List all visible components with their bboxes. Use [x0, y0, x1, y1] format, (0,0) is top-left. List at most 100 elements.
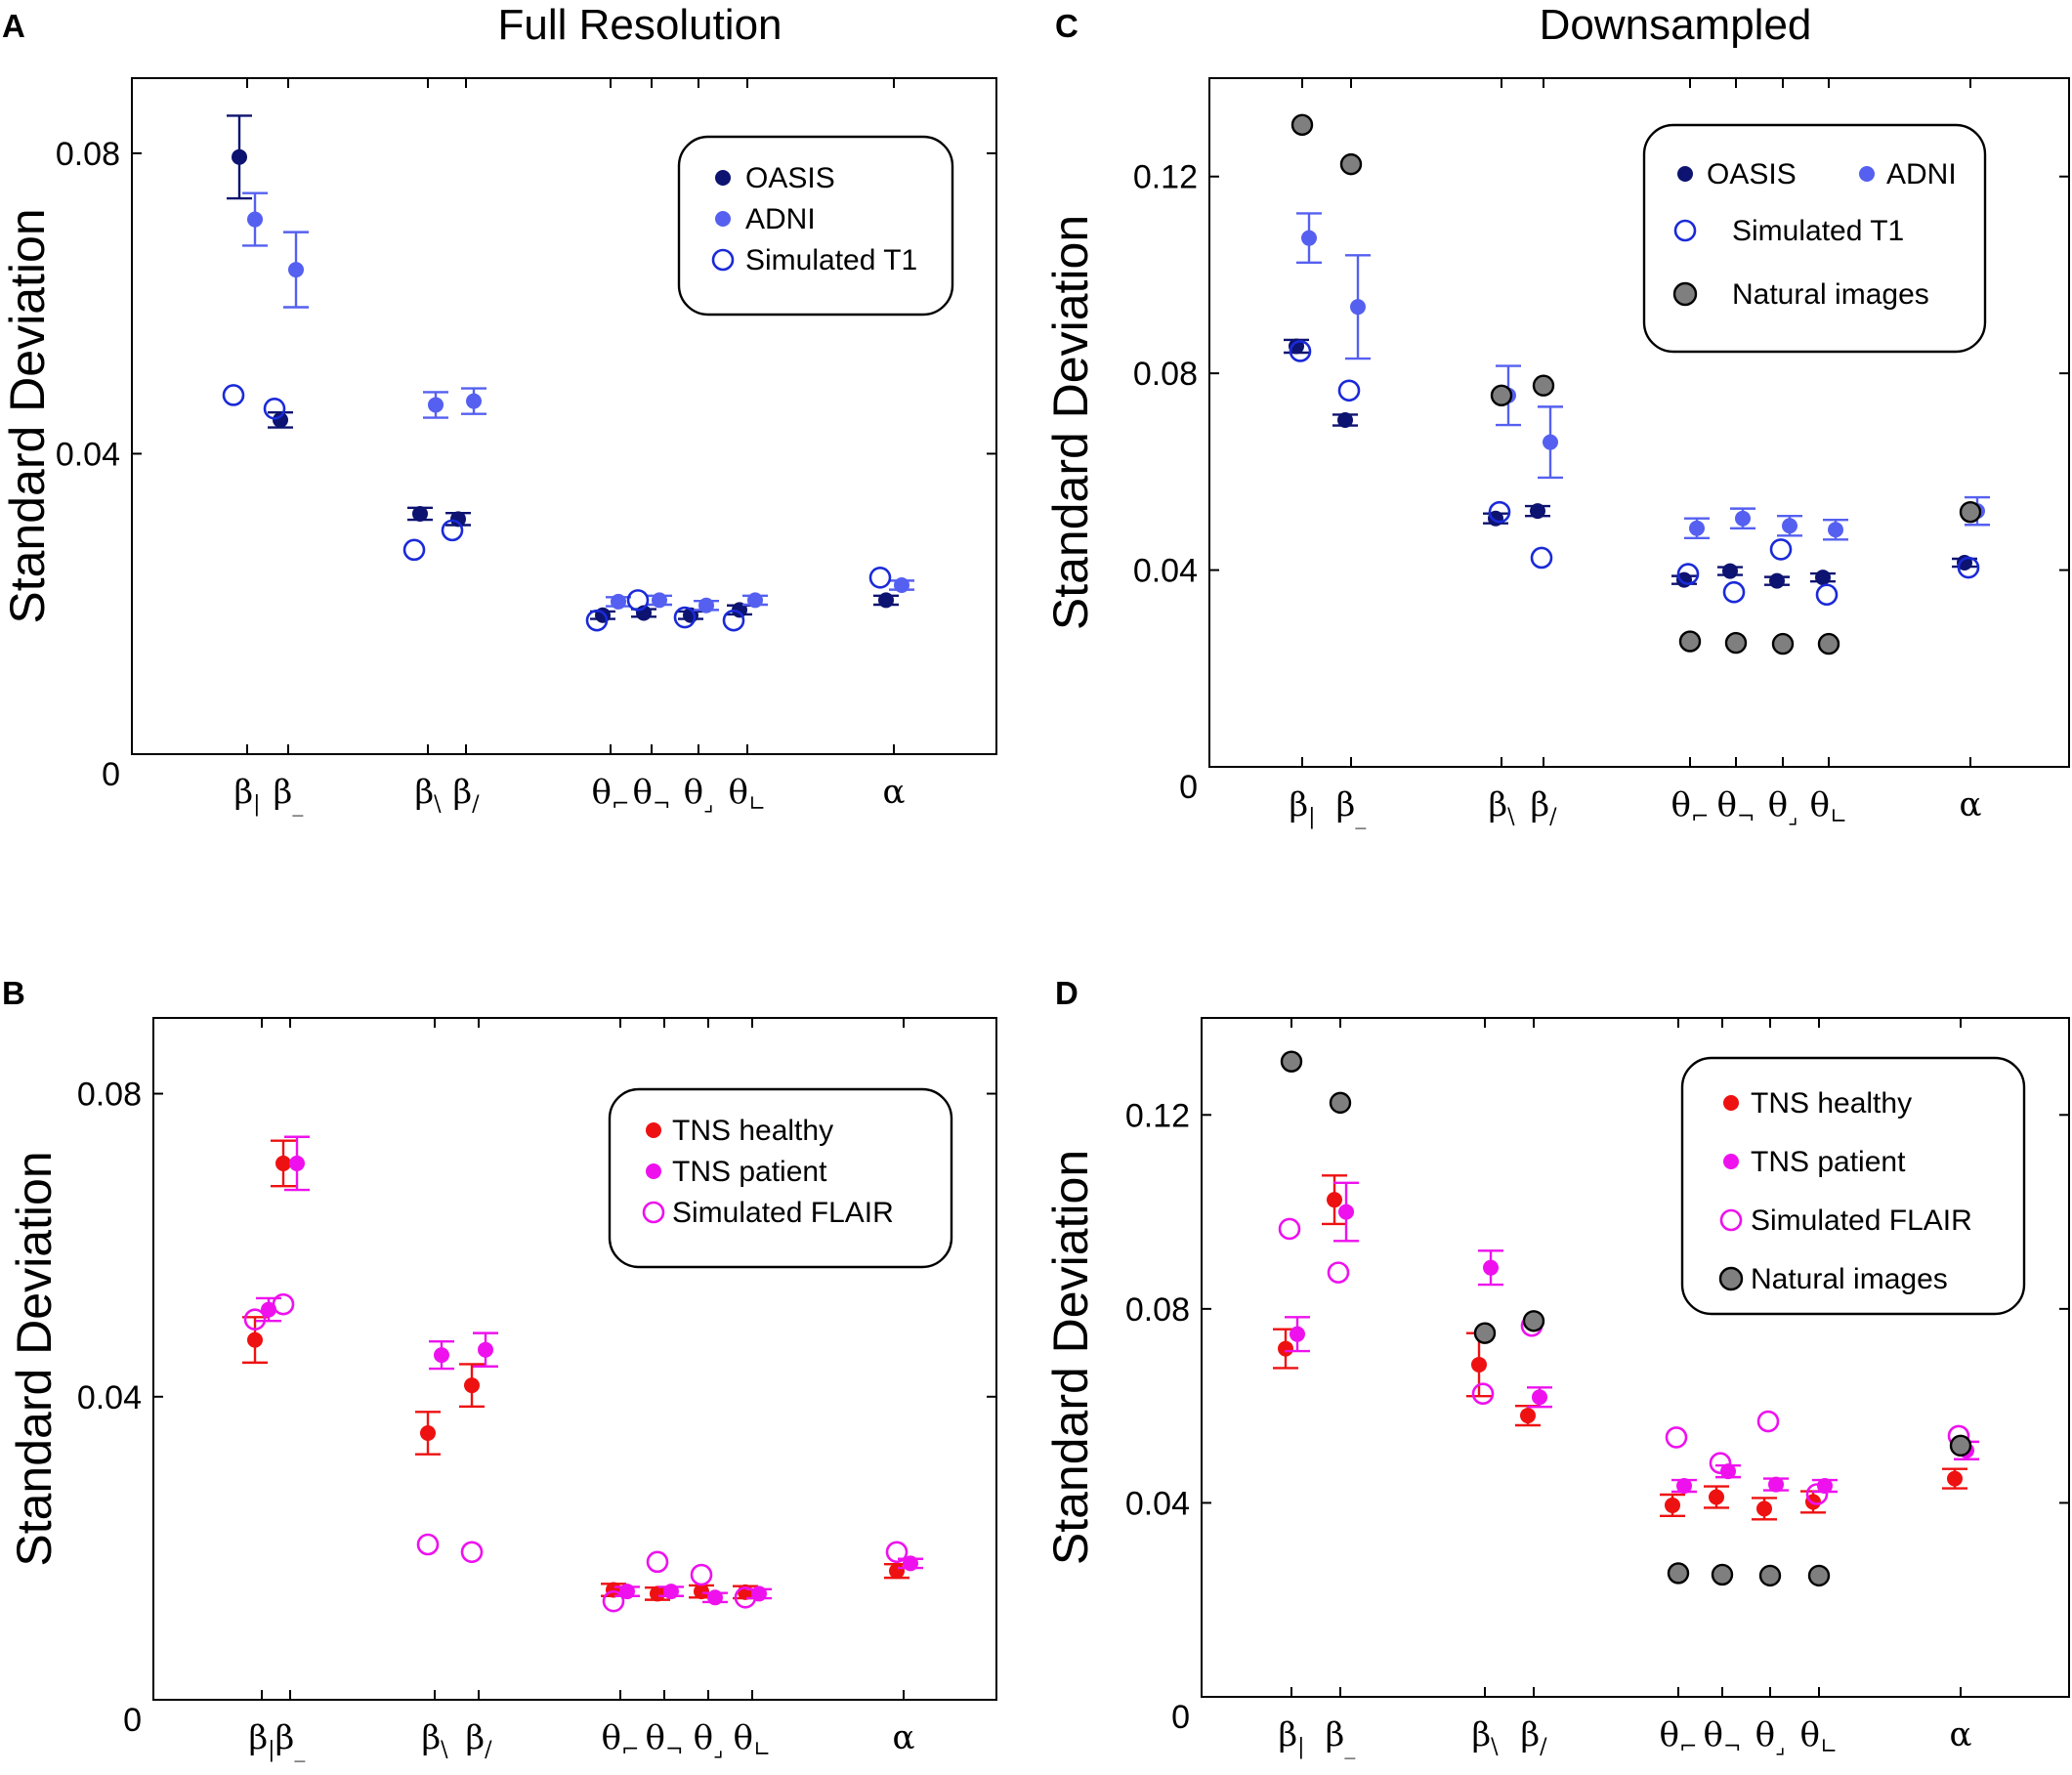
- panel-a-adni-point: [247, 211, 263, 228]
- panel-b-legend-label: Simulated FLAIR: [672, 1197, 894, 1229]
- panel-c-oasis-point: [1815, 570, 1831, 586]
- panel-d-ytick-label: 0.08: [1125, 1291, 1190, 1329]
- panel-d-simulated_flair-point: [1805, 1483, 1829, 1505]
- panel-d-legend: TNS healthy TNS patient Simulated FLAIR Nat…: [1680, 1056, 2026, 1316]
- panel-b-tns_healthy-point: [694, 1584, 709, 1600]
- panel-d-xtick-label: θ⌟: [1755, 1715, 1786, 1759]
- panel-c-letter: C: [1055, 8, 1078, 44]
- panel-b-ytick-label: 0.08: [77, 1077, 142, 1114]
- panel-c-legend-label: OASIS: [1707, 158, 1797, 190]
- panel-d-tns_patient-point: [1720, 1463, 1736, 1480]
- panel-d-xtick-label: β|: [1278, 1715, 1304, 1759]
- panel-d-tns_patient-point: [1532, 1389, 1547, 1406]
- panel-c-ytick-label: 0: [1179, 769, 1198, 806]
- panel-d-simulated_flair-point: [1709, 1452, 1732, 1475]
- panel-a-simulated_t1-point: [673, 606, 697, 629]
- panel-c-xtick-label: β_: [1336, 785, 1367, 829]
- panel-b: B 0 0.04 0.08 Standard Deviation β| β_ β\ β/θ⌐ θ¬…: [2, 975, 997, 1762]
- panel-b-simulated_flair-point: [272, 1292, 295, 1316]
- panel-a-xtick-label: θ∟: [729, 773, 767, 817]
- panel-c-legend-marker: [1672, 281, 1698, 307]
- panel-c: C Downsampled 0 0.04 0.08 0.12 Standard Deviat…: [1043, 1, 2070, 829]
- panel-b-legend-marker: [646, 1163, 661, 1179]
- panel-d-series-tns_patient: [1285, 1181, 1979, 1495]
- panel-c-oasis-point: [1337, 411, 1353, 428]
- panel-b-simulated_flair-point: [602, 1589, 625, 1613]
- panel-a-adni-point: [466, 393, 482, 409]
- panel-c-legend-marker: [1677, 166, 1693, 182]
- panel-c-oasis-point: [1722, 563, 1738, 579]
- panel-c-adni-point: [1828, 522, 1843, 538]
- panel-a-xtick-label: α: [883, 773, 906, 812]
- panel-d-legend-label: TNS patient: [1751, 1146, 1906, 1178]
- panel-b-simulated_flair-point: [690, 1563, 713, 1586]
- panel-a-ylabel: Standard Deviation: [0, 208, 55, 623]
- panel-c-natural-point: [1724, 631, 1748, 655]
- panel-a-adni-point: [747, 592, 763, 609]
- panel-c-natural-point: [1817, 632, 1840, 655]
- panel-a-xtick-label: β\: [414, 773, 442, 817]
- panel-b-legend-box: [608, 1087, 953, 1269]
- panel-d-tns_patient-point: [1817, 1478, 1833, 1495]
- panel-b-legend-item-tns_healthy: TNS healthy: [646, 1115, 833, 1147]
- panel-b-tns_patient-point: [434, 1347, 449, 1364]
- panel-b-simulated_flair-point: [460, 1541, 484, 1564]
- panel-b-tns_patient-point: [478, 1341, 493, 1358]
- panel-b-tns_healthy-point: [650, 1585, 665, 1602]
- panel-a-adni-point: [698, 597, 714, 613]
- panel-b-series-simulated_flair: [243, 1292, 909, 1613]
- panel-d-xtick-label: β_: [1326, 1715, 1356, 1759]
- panel-c-xtick-label: β/: [1530, 785, 1557, 829]
- panel-c-legend-marker: [1859, 166, 1875, 182]
- panel-c-simulated_t1-point: [1488, 500, 1511, 524]
- panel-a-legend-box: [677, 135, 954, 317]
- panel-d-letter: D: [1055, 975, 1078, 1011]
- panel-d-legend-marker: [1723, 1154, 1739, 1169]
- panel-b-tns_patient-point: [663, 1584, 679, 1600]
- panel-a-simulated_t1-point: [585, 609, 609, 632]
- panel-a-letter: A: [2, 8, 25, 44]
- panel-c-legend-box: [1642, 123, 1987, 354]
- panel-a-legend-item-simulated_t1: Simulated T1: [711, 244, 917, 276]
- panel-d-legend-marker: [1719, 1208, 1743, 1232]
- panel-c-series-oasis: [1284, 338, 1977, 589]
- panel-a-legend-marker: [711, 248, 735, 272]
- panel-d-tns_healthy-point: [1520, 1408, 1536, 1424]
- panel-d-tns_healthy-point: [1471, 1356, 1487, 1373]
- panel-d-simulated_flair-point: [1471, 1382, 1495, 1406]
- panel-d-legend-marker: [1723, 1095, 1739, 1111]
- panel-d-legend-item-tns_patient: TNS patient: [1723, 1146, 1906, 1178]
- panel-a-legend-label: ADNI: [745, 203, 816, 235]
- panel-a-xtick-label: β|: [233, 773, 260, 817]
- panel-c-legend-label: Simulated T1: [1732, 215, 1904, 247]
- panel-b-xtick-label: β\: [421, 1718, 448, 1762]
- panel-c-natural-point: [1532, 374, 1555, 397]
- panel-d-ytick-label: 0.04: [1125, 1485, 1190, 1522]
- panel-d-tns_patient-point: [1768, 1476, 1784, 1493]
- panel-c-legend-label: ADNI: [1886, 158, 1957, 190]
- panel-a-legend-marker: [715, 211, 731, 227]
- panel-b-simulated_flair-point: [243, 1308, 267, 1331]
- panel-b-simulated_flair-point: [416, 1533, 440, 1556]
- panel-b-ylabel: Standard Deviation: [7, 1151, 62, 1566]
- panel-c-legend-item-natural: Natural images: [1672, 278, 1929, 311]
- panel-a-adni-point: [611, 593, 626, 610]
- panel-a-simulated_t1-point: [722, 609, 745, 632]
- panel-a-oasis-point: [732, 602, 747, 618]
- panel-c-oasis-point: [1769, 572, 1785, 589]
- panel-b-axes-box: [152, 1017, 997, 1701]
- panel-d-ytick-label: 0: [1171, 1699, 1190, 1736]
- panel-b-tns_patient-point: [707, 1589, 723, 1606]
- panel-b-xtick-label: β_: [275, 1718, 306, 1762]
- panel-c-adni-point: [1543, 434, 1558, 450]
- panel-b-legend-marker: [642, 1201, 665, 1224]
- panel-c-simulated_t1-point: [1676, 563, 1700, 585]
- panel-b-tns_healthy-point: [420, 1425, 436, 1442]
- panel-d: D 0 0.04 0.08 0.12 Standard Deviation β| β_ β\ β/…: [1043, 975, 2070, 1759]
- panel-d-xtick-label: β/: [1520, 1715, 1547, 1759]
- panel-a-oasis-point: [412, 505, 428, 522]
- panel-c-simulated_t1-point: [1337, 379, 1361, 402]
- panel-b-xtick-label: θ¬: [646, 1718, 684, 1762]
- panel-c-simulated_t1-point: [1289, 340, 1312, 362]
- panel-c-ylabel: Standard Deviation: [1043, 215, 1098, 630]
